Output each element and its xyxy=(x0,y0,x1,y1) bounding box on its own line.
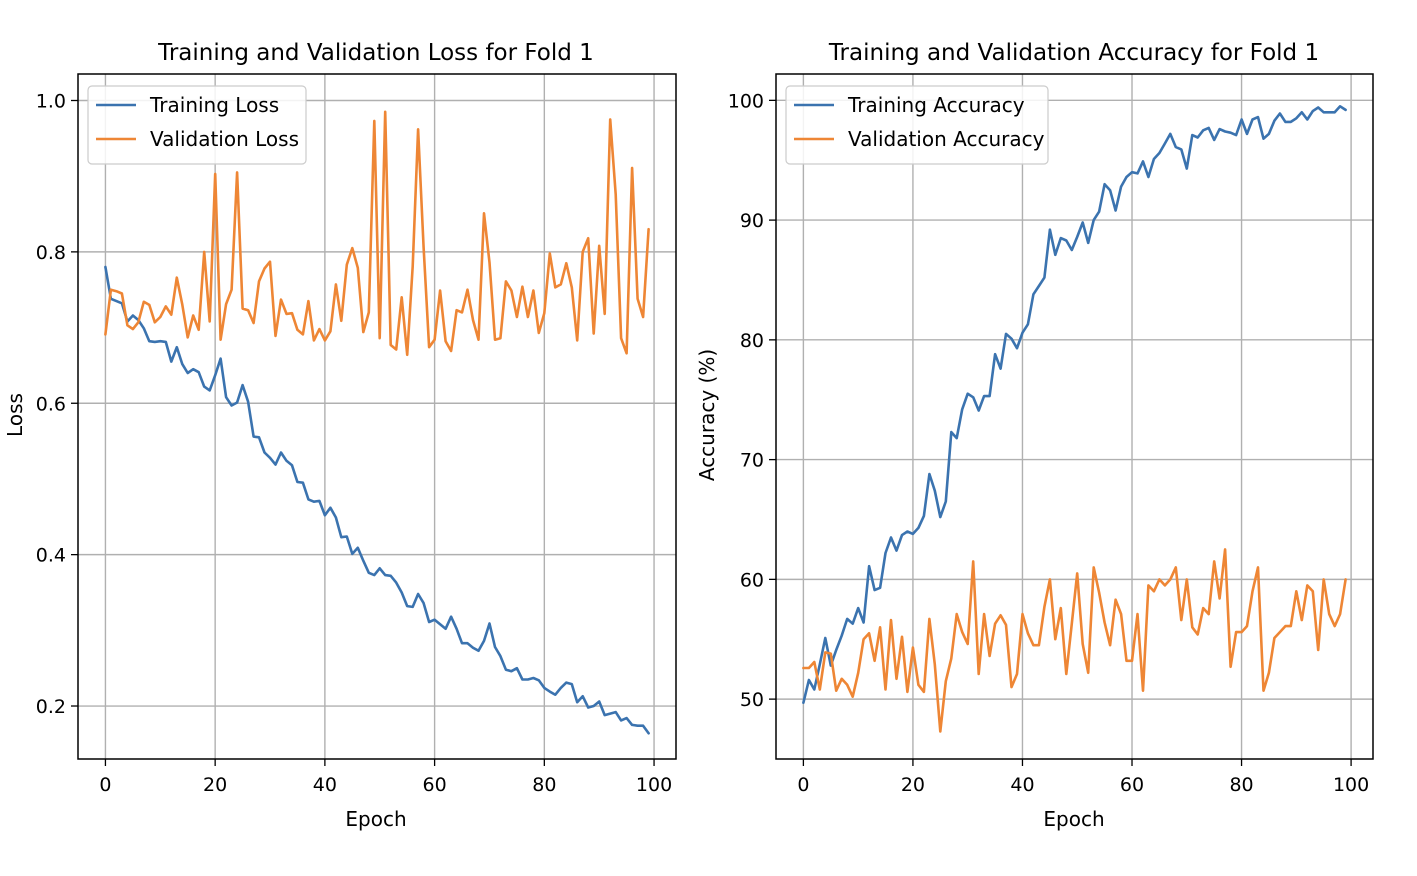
x-tick-label: 0 xyxy=(797,774,809,796)
y-tick-label: 80 xyxy=(740,330,764,352)
y-tick-label: 0.4 xyxy=(36,545,66,567)
x-tick-label: 100 xyxy=(636,774,672,796)
legend-label: Training Loss xyxy=(149,93,279,117)
y-axis-label: Accuracy (%) xyxy=(695,349,719,481)
x-tick-label: 60 xyxy=(423,774,447,796)
y-tick-label: 90 xyxy=(740,210,764,232)
legend-box xyxy=(87,85,307,165)
chart-title: Training and Validation Accuracy for Fol… xyxy=(828,40,1319,66)
legend-label: Validation Loss xyxy=(150,127,299,151)
y-tick-label: 100 xyxy=(728,90,764,112)
x-tick-label: 60 xyxy=(1120,774,1144,796)
x-tick-label: 40 xyxy=(313,774,337,796)
validation-series-line xyxy=(802,548,1347,733)
legend-label: Training Accuracy xyxy=(847,93,1025,117)
y-tick-label: 1.0 xyxy=(36,90,66,112)
x-axis-label: Epoch xyxy=(345,807,406,831)
legend-box xyxy=(785,85,1049,165)
axes-frame xyxy=(775,73,1374,760)
x-tick-label: 0 xyxy=(99,774,111,796)
training-series-line xyxy=(104,265,650,735)
y-tick-label: 0.8 xyxy=(36,242,66,264)
x-tick-label: 20 xyxy=(203,774,227,796)
x-tick-label: 40 xyxy=(1010,774,1034,796)
y-tick-label: 70 xyxy=(740,450,764,472)
accuracy-chart-panel: Training and Validation Accuracy for Fol… xyxy=(695,40,1374,831)
x-tick-label: 20 xyxy=(901,774,925,796)
y-tick-label: 60 xyxy=(740,569,764,591)
x-axis-label: Epoch xyxy=(1043,807,1104,831)
y-tick-label: 0.6 xyxy=(36,393,66,415)
x-tick-label: 100 xyxy=(1333,774,1369,796)
axes-frame xyxy=(77,73,677,760)
x-tick-label: 80 xyxy=(532,774,556,796)
y-axis-label: Loss xyxy=(3,393,27,437)
legend-label: Validation Accuracy xyxy=(848,127,1045,151)
y-tick-label: 0.2 xyxy=(36,696,66,718)
training-series-line xyxy=(802,105,1347,705)
y-tick-label: 50 xyxy=(740,689,764,711)
validation-series-line xyxy=(104,110,650,357)
loss-chart-panel: Training and Validation Loss for Fold 1 … xyxy=(3,40,677,831)
x-tick-label: 80 xyxy=(1229,774,1253,796)
chart-title: Training and Validation Loss for Fold 1 xyxy=(157,40,594,66)
